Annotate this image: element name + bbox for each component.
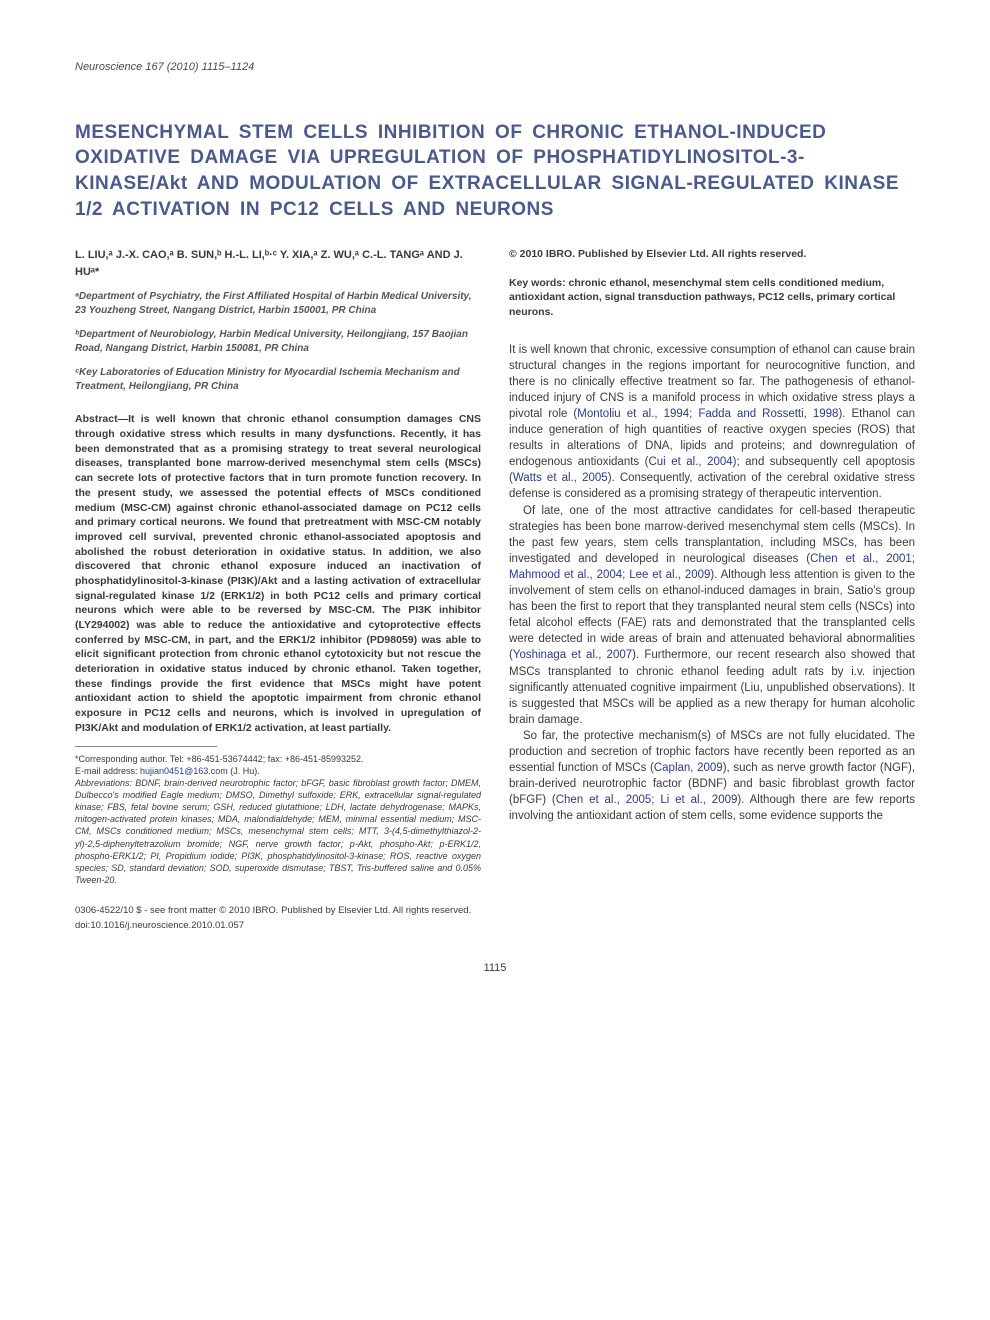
journal-vol: 167 (2010) 1115–1124: [145, 61, 254, 73]
right-column: © 2010 IBRO. Published by Elsevier Ltd. …: [509, 247, 915, 886]
citation-link[interactable]: Chen et al., 2005; Li et al., 2009: [556, 794, 738, 806]
two-column-layout: L. LIU,ᵃ J.-X. CAO,ᵃ B. SUN,ᵇ H.-L. LI,ᵇ…: [75, 247, 915, 886]
body-paragraph-2: Of late, one of the most attractive cand…: [509, 503, 915, 728]
copyright-line: © 2010 IBRO. Published by Elsevier Ltd. …: [509, 247, 915, 261]
email-who: (J. Hu).: [228, 766, 260, 776]
article-title: MESENCHYMAL STEM CELLS INHIBITION OF CHR…: [75, 120, 915, 223]
citation-link[interactable]: Cui et al., 2004: [648, 456, 732, 468]
citation-link[interactable]: Watts et al., 2005: [513, 472, 608, 484]
corresponding-author: *Corresponding author. Tel: +86-451-5367…: [75, 753, 481, 765]
journal-reference: Neuroscience 167 (2010) 1115–1124: [75, 60, 915, 75]
footer-copyright: 0306-4522/10 $ - see front matter © 2010…: [75, 904, 915, 917]
footnote-separator: [75, 746, 217, 747]
email-line: E-mail address: hujian0451@163.com (J. H…: [75, 765, 481, 777]
citation-link[interactable]: Montoliu et al., 1994; Fadda and Rossett…: [577, 408, 838, 420]
affiliation-1: ᵃDepartment of Psychiatry, the First Aff…: [75, 290, 481, 318]
abstract-text: Abstract—It is well known that chronic e…: [75, 412, 481, 735]
author-list: L. LIU,ᵃ J.-X. CAO,ᵃ B. SUN,ᵇ H.-L. LI,ᵇ…: [75, 247, 481, 280]
body-paragraph-1: It is well known that chronic, excessive…: [509, 342, 915, 503]
footer: 0306-4522/10 $ - see front matter © 2010…: [75, 904, 915, 933]
page-number: 1115: [75, 961, 915, 976]
citation-link[interactable]: Yoshinaga et al., 2007: [513, 649, 632, 661]
journal-name: Neuroscience: [75, 61, 142, 73]
email-label: E-mail address:: [75, 766, 140, 776]
body-paragraph-3: So far, the protective mechanism(s) of M…: [509, 728, 915, 825]
email-address[interactable]: hujian0451@163.com: [140, 766, 228, 776]
left-column: L. LIU,ᵃ J.-X. CAO,ᵃ B. SUN,ᵇ H.-L. LI,ᵇ…: [75, 247, 481, 886]
citation-link[interactable]: Caplan, 2009: [654, 762, 723, 774]
abbreviations: Abbreviations: BDNF, brain-derived neuro…: [75, 777, 481, 886]
affiliation-2: ᵇDepartment of Neurobiology, Harbin Medi…: [75, 328, 481, 356]
affiliation-3: ᶜKey Laboratories of Education Ministry …: [75, 366, 481, 394]
keywords: Key words: chronic ethanol, mesenchymal …: [509, 276, 915, 320]
doi: doi:10.1016/j.neuroscience.2010.01.057: [75, 919, 915, 932]
